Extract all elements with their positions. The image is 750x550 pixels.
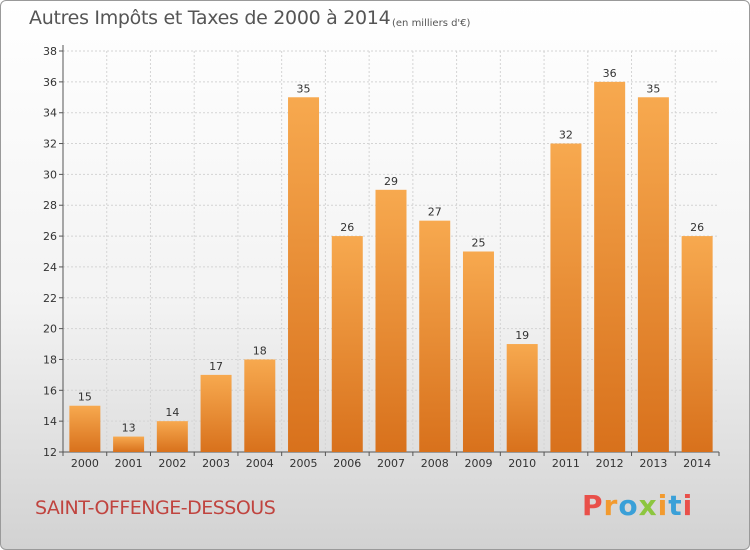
data-label: 19 <box>515 329 529 342</box>
y-tick-label: 14 <box>43 415 57 428</box>
data-label: 17 <box>209 360 223 373</box>
data-label: 27 <box>428 206 442 219</box>
x-tick-labels: 2000 2001 2002 2003 2004 2005 2006 2007 2008 2009… <box>71 457 711 470</box>
logo-letter: x <box>638 489 658 522</box>
logo-letter: i <box>682 489 694 522</box>
x-tick-label: 2005 <box>290 457 318 470</box>
data-label: 26 <box>340 221 354 234</box>
x-tick-label: 2006 <box>333 457 361 470</box>
bar-2007 <box>375 189 407 453</box>
bar-2009 <box>462 251 494 452</box>
x-tick-label: 2014 <box>683 457 711 470</box>
data-label: 13 <box>122 422 136 435</box>
logo-letter: r <box>603 489 619 522</box>
x-tick-label: 2000 <box>71 457 99 470</box>
bar-2006 <box>331 236 363 452</box>
data-label: 35 <box>646 82 660 95</box>
x-tick-label: 2009 <box>464 457 492 470</box>
y-tick-labels: 12 14 16 18 20 22 24 26 28 30 32 34 36 38 <box>43 45 57 459</box>
bar-2012 <box>594 81 626 452</box>
y-tick-label: 32 <box>43 138 57 151</box>
bar-2001 <box>113 436 145 452</box>
data-label: 15 <box>78 391 92 404</box>
bars <box>69 81 713 453</box>
data-label: 35 <box>297 82 311 95</box>
chart-title: Autres Impôts et Taxes de 2000 à 2014 <box>29 7 391 29</box>
bar-2003 <box>200 374 232 452</box>
data-label: 29 <box>384 175 398 188</box>
y-tick-label: 34 <box>43 107 57 120</box>
y-tick-label: 20 <box>43 323 57 336</box>
data-label: 14 <box>165 406 179 419</box>
bar-2013 <box>637 97 669 453</box>
logo-letter: t <box>668 489 683 522</box>
y-tick-label: 28 <box>43 199 57 212</box>
chart-subtitle: (en milliers d'€) <box>392 18 471 29</box>
data-label: 36 <box>603 67 617 80</box>
x-tick-label: 2003 <box>202 457 230 470</box>
proxiti-logo: Proxiti <box>582 489 693 522</box>
y-tick-label: 36 <box>43 76 57 89</box>
y-tick-label: 22 <box>43 292 57 305</box>
bar-2014 <box>681 236 713 452</box>
data-labels: 15 13 14 17 18 35 26 29 27 25 19 32 36 35 26 <box>78 67 704 435</box>
bar-2008 <box>419 220 451 452</box>
y-tick-label: 30 <box>43 168 57 181</box>
x-tick-label: 2008 <box>421 457 449 470</box>
bar-2010 <box>506 344 538 452</box>
y-tick-label: 18 <box>43 353 57 366</box>
logo-letter: P <box>582 489 604 522</box>
data-label: 26 <box>690 221 704 234</box>
x-tick-label: 2001 <box>115 457 143 470</box>
bar-2004 <box>244 359 276 452</box>
y-tick-label: 24 <box>43 261 57 274</box>
logo-letter: i <box>657 489 669 522</box>
bar-2011 <box>550 143 582 453</box>
data-label: 18 <box>253 344 267 357</box>
x-tick-label: 2010 <box>508 457 536 470</box>
logo-letter: o <box>618 489 639 522</box>
y-tick-label: 38 <box>43 45 57 58</box>
city-name: SAINT-OFFENGE-DESSOUS <box>35 497 276 519</box>
x-tick-label: 2013 <box>639 457 667 470</box>
x-tick-label: 2002 <box>158 457 186 470</box>
y-tick-label: 16 <box>43 384 57 397</box>
y-tick-label: 26 <box>43 230 57 243</box>
bar-2002 <box>156 421 188 452</box>
bar-2005 <box>288 97 320 453</box>
x-tick-label: 2004 <box>246 457 274 470</box>
x-tick-label: 2012 <box>596 457 624 470</box>
x-tick-label: 2007 <box>377 457 405 470</box>
data-label: 25 <box>471 237 485 250</box>
x-tick-label: 2011 <box>552 457 580 470</box>
bar-2000 <box>69 405 101 452</box>
y-tick-label: 12 <box>43 446 57 459</box>
data-label: 32 <box>559 129 573 142</box>
